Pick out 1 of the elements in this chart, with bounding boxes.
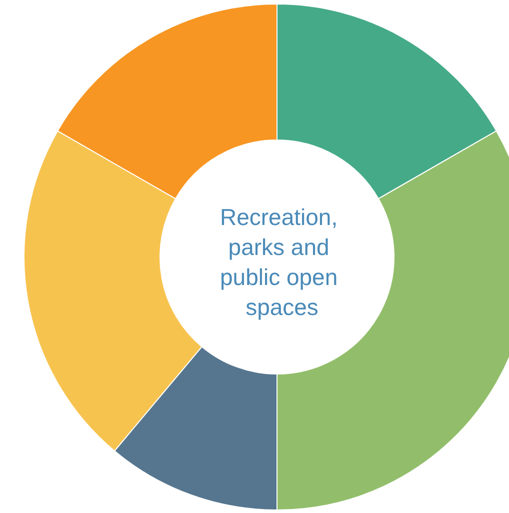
text: Recreation, parks and public open spaces (220, 204, 344, 320)
